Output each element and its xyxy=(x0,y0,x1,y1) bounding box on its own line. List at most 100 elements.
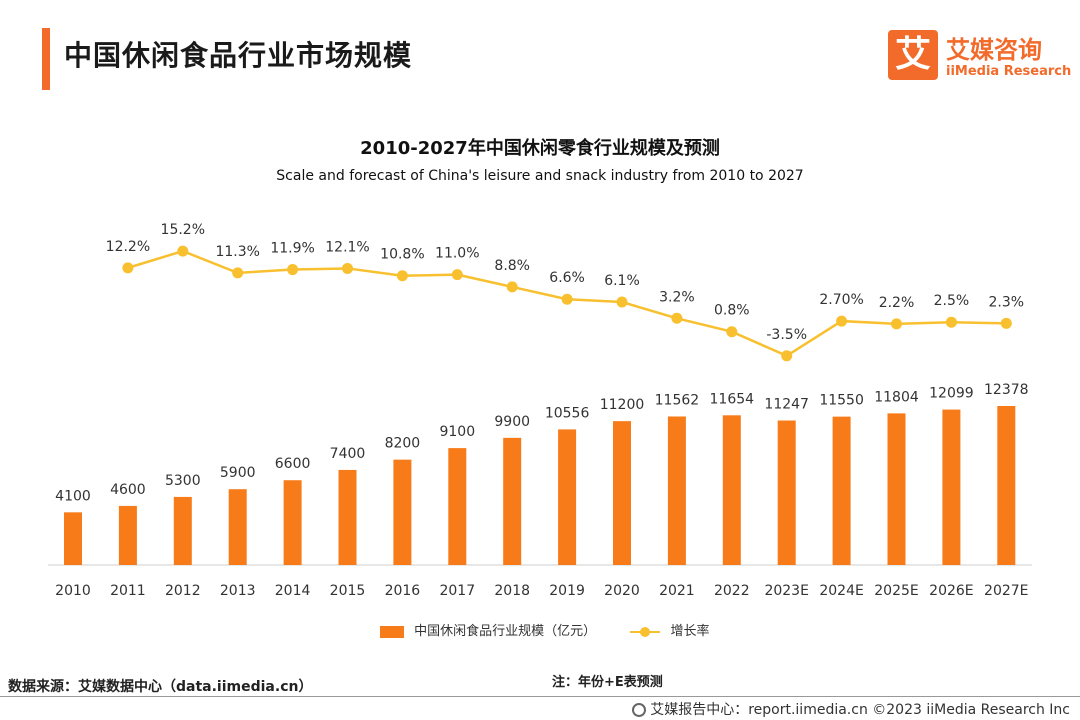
growth-point-2025E xyxy=(891,318,902,330)
bar-2016 xyxy=(393,459,412,565)
growth-point-2023E xyxy=(781,350,793,362)
bar-value-label-2013: 5900 xyxy=(220,465,256,481)
bar-2013 xyxy=(228,489,247,565)
chart-title: 2010-2027年中国休闲零食行业规模及预测 xyxy=(360,138,720,159)
growth-point-2022 xyxy=(726,326,738,338)
growth-point-2027E xyxy=(1000,317,1012,329)
title-accent-bar xyxy=(42,28,50,90)
growth-point-2018 xyxy=(506,281,518,293)
forecast-note: 注：年份+E表预测 xyxy=(552,675,663,690)
growth-point-2013 xyxy=(232,267,244,279)
growth-label-2021: 3.2% xyxy=(659,289,695,305)
bar-value-label-2020: 11200 xyxy=(600,397,645,413)
bar-2010 xyxy=(64,512,82,565)
bar-value-label-2024E: 11550 xyxy=(819,393,864,409)
bar-2018 xyxy=(503,437,522,565)
bar-2019 xyxy=(558,429,577,565)
legend-label-scale: 中国休闲食品行业规模（亿元） xyxy=(414,624,597,639)
x-tick-label-2020: 2020 xyxy=(604,583,640,599)
chart-legend: 中国休闲食品行业规模（亿元） 增长率 xyxy=(380,620,739,639)
growth-point-2012 xyxy=(177,245,189,257)
page-title: 中国休闲食品行业市场规模 xyxy=(64,39,413,72)
x-tick-label-2021: 2021 xyxy=(659,583,695,599)
x-tick-label-2017: 2017 xyxy=(439,583,475,599)
bar-2021 xyxy=(667,416,686,565)
report-center-icon xyxy=(632,703,647,717)
x-tick-label-2018: 2018 xyxy=(494,583,530,599)
growth-point-2020 xyxy=(616,296,628,308)
x-tick-label-2011: 2011 xyxy=(110,583,146,599)
footer-divider xyxy=(0,696,1080,697)
growth-point-2017 xyxy=(451,269,463,281)
bar-2026E xyxy=(942,409,961,565)
growth-label-2013: 11.3% xyxy=(215,244,259,260)
bar-2017 xyxy=(448,448,467,565)
bar-2020 xyxy=(613,421,631,565)
growth-label-2027E: 2.3% xyxy=(989,294,1025,310)
logo-mark-icon: 艾 xyxy=(888,30,938,80)
x-tick-label-2022: 2022 xyxy=(714,583,750,599)
chart-subtitle: Scale and forecast of China's leisure an… xyxy=(276,168,804,184)
bar-2025E xyxy=(887,413,906,565)
growth-point-2026E xyxy=(945,316,957,328)
data-source: 数据来源：艾媒数据中心（data.iimedia.cn） xyxy=(8,679,313,695)
x-tick-label-2019: 2019 xyxy=(549,583,585,599)
x-tick-label-2024E: 2024E xyxy=(819,583,863,599)
growth-label-2017: 11.0% xyxy=(435,246,479,262)
x-tick-label-2023E: 2023E xyxy=(764,583,808,599)
bar-2022 xyxy=(722,415,741,565)
bar-value-label-2019: 10556 xyxy=(545,405,590,421)
legend-item-growth: 增长率 xyxy=(630,620,709,639)
growth-label-2026E: 2.5% xyxy=(934,293,970,309)
bar-value-label-2025E: 11804 xyxy=(874,389,919,405)
growth-label-2025E: 2.2% xyxy=(879,295,915,311)
growth-label-2018: 8.8% xyxy=(494,258,530,274)
x-tick-label-2013: 2013 xyxy=(220,583,256,599)
bar-value-label-2014: 6600 xyxy=(275,456,311,472)
growth-label-2012: 15.2% xyxy=(161,222,205,238)
growth-point-2021 xyxy=(671,312,683,324)
bar-value-label-2023E: 11247 xyxy=(764,397,809,413)
x-tick-label-2010: 2010 xyxy=(55,583,91,599)
growth-point-2011 xyxy=(122,262,134,274)
bar-2012 xyxy=(173,496,192,565)
growth-point-2016 xyxy=(396,270,408,282)
x-tick-label-2015: 2015 xyxy=(330,583,366,599)
bar-value-label-2010: 4100 xyxy=(55,488,91,504)
growth-point-2015 xyxy=(342,262,353,274)
growth-point-2024E xyxy=(836,315,848,327)
x-tick-label-2025E: 2025E xyxy=(874,583,918,599)
bar-2027E xyxy=(997,406,1016,565)
legend-line-swatch xyxy=(630,626,661,638)
x-tick-label-2016: 2016 xyxy=(385,583,421,599)
growth-label-2024E: 2.70% xyxy=(819,292,863,308)
bar-value-label-2027E: 12378 xyxy=(984,382,1029,398)
bar-value-label-2015: 7400 xyxy=(330,446,366,462)
bar-value-label-2022: 11654 xyxy=(710,391,755,407)
bar-value-label-2012: 5300 xyxy=(165,473,201,489)
legend-item-scale: 中国休闲食品行业规模（亿元） xyxy=(380,620,596,639)
bar-2014 xyxy=(283,480,302,565)
bar-value-label-2026E: 12099 xyxy=(929,386,974,402)
growth-label-2022: 0.8% xyxy=(714,303,750,319)
bar-value-label-2016: 8200 xyxy=(385,436,421,452)
growth-label-2019: 6.6% xyxy=(549,270,585,286)
legend-bar-swatch xyxy=(380,625,404,638)
bar-2011 xyxy=(118,505,137,565)
x-tick-label-2026E: 2026E xyxy=(929,583,973,599)
growth-label-2023E: -3.5% xyxy=(766,327,807,343)
bar-value-label-2018: 9900 xyxy=(494,414,530,430)
x-tick-label-2012: 2012 xyxy=(165,583,201,599)
bar-value-label-2021: 11562 xyxy=(655,392,700,408)
growth-label-2011: 12.2% xyxy=(106,239,150,255)
growth-label-2020: 6.1% xyxy=(604,273,640,289)
bar-value-label-2011: 4600 xyxy=(110,482,146,498)
growth-label-2015: 12.1% xyxy=(325,239,369,255)
growth-label-2014: 11.9% xyxy=(270,241,314,257)
footer-credit: 艾媒报告中心：report.iimedia.cn ©2023 iiMedia R… xyxy=(632,699,1070,719)
logo-chinese-text: 艾媒咨询 xyxy=(946,36,1042,64)
growth-point-2014 xyxy=(287,264,299,276)
growth-label-2016: 10.8% xyxy=(380,247,424,263)
x-tick-label-2027E: 2027E xyxy=(984,583,1028,599)
